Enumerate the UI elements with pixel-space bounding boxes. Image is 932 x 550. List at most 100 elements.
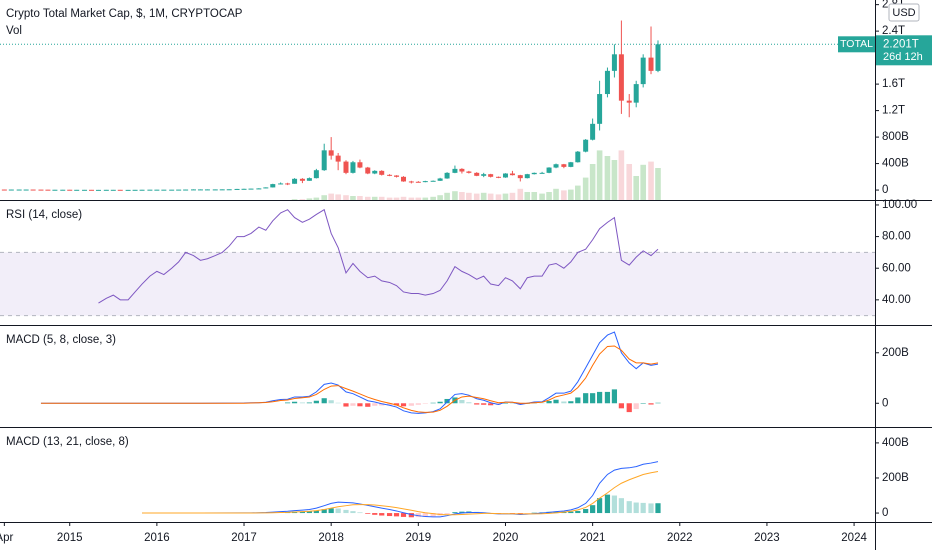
volume-bar	[328, 193, 334, 200]
candle-body	[234, 188, 240, 190]
candle-body	[321, 150, 327, 171]
histogram-bar	[415, 403, 421, 405]
histogram-bar	[583, 393, 589, 404]
candle-body	[38, 189, 44, 191]
candle-body	[531, 172, 537, 175]
candle-body	[350, 162, 356, 173]
candle-body	[583, 139, 589, 152]
candle-body	[640, 57, 646, 85]
histogram-bar	[335, 402, 341, 404]
candle-body	[117, 189, 123, 191]
candle-body	[248, 188, 254, 190]
volume-bar	[350, 196, 356, 200]
x-tick-label: 2016	[144, 532, 170, 544]
volume-bar	[480, 192, 487, 200]
volume-bar	[313, 197, 320, 200]
pane-title: RSI (14, close)	[6, 209, 82, 221]
histogram-bar	[306, 402, 312, 404]
candle-body	[67, 189, 73, 191]
candle-body	[154, 189, 160, 191]
volume-bar	[495, 194, 502, 200]
x-tick-label: 2017	[231, 532, 257, 544]
histogram-bar	[321, 509, 327, 514]
candle-body	[52, 189, 58, 191]
volume-bar	[408, 197, 415, 200]
candle-body	[474, 172, 480, 176]
y-tick-label: 80.00	[882, 231, 911, 243]
histogram-bar	[575, 397, 581, 404]
candle-body	[16, 189, 22, 191]
volume-bar	[589, 164, 596, 200]
y-tick-label: 200B	[882, 347, 909, 359]
histogram-bar	[502, 403, 509, 404]
candle-body	[553, 164, 559, 168]
volume-bar	[604, 156, 611, 200]
volume-bar	[393, 197, 400, 200]
y-tick-label: 400B	[882, 158, 909, 170]
histogram-bar	[604, 494, 611, 514]
last-price-label: 2.201T	[883, 38, 919, 50]
volume-bar	[596, 150, 603, 200]
histogram-bar	[481, 403, 487, 405]
candle-body	[161, 189, 167, 191]
macd-line	[40, 331, 659, 414]
histogram-bar	[350, 403, 356, 406]
histogram-bar	[640, 502, 646, 514]
x-tick-label: 2018	[318, 532, 344, 544]
volume-bar	[648, 161, 654, 200]
candle-body	[524, 174, 530, 179]
histogram-bar	[590, 393, 596, 404]
volume-bar	[524, 192, 531, 200]
candle-body	[23, 189, 29, 191]
histogram-bar	[306, 511, 312, 514]
candle-body	[95, 189, 101, 191]
histogram-bar	[299, 511, 306, 514]
histogram-bar	[524, 513, 530, 514]
histogram-bar	[546, 400, 552, 404]
candle-body	[335, 155, 341, 162]
volume-bar	[487, 193, 494, 200]
histogram-bar	[633, 502, 639, 514]
candle-body	[626, 100, 632, 103]
y-tick-label: 40.00	[882, 294, 911, 306]
candle-body	[212, 189, 218, 191]
candle-body	[328, 150, 334, 156]
y-tick-label: 1.2T	[882, 105, 905, 117]
candle-body	[408, 181, 414, 183]
candle-body	[285, 183, 291, 185]
candle-body	[365, 167, 371, 174]
histogram-bar	[313, 510, 319, 514]
volume-bar	[626, 164, 633, 200]
candle-body	[110, 189, 116, 191]
candle-body	[278, 183, 284, 185]
candle-body	[430, 180, 436, 182]
candle-body	[103, 189, 109, 191]
volume-bar	[502, 193, 509, 200]
volume-bar	[430, 196, 436, 200]
histogram-bar	[597, 391, 603, 404]
histogram-bar	[459, 399, 465, 404]
pane-title: MACD (13, 21, close, 8)	[6, 436, 129, 448]
volume-label: Vol	[6, 25, 22, 37]
volume-bar	[553, 188, 559, 200]
volume-bar	[633, 176, 640, 200]
candle-body	[357, 162, 363, 168]
candle-body	[546, 167, 552, 173]
currency-label: USD	[892, 7, 915, 19]
volume-bar	[459, 192, 465, 200]
volume-bar	[655, 168, 661, 200]
volume-bar	[611, 160, 618, 200]
candle-body	[648, 57, 654, 71]
y-tick-label: 1.6T	[882, 78, 905, 90]
candle-body	[256, 188, 262, 190]
candle-body	[655, 44, 661, 71]
candle-body	[306, 178, 312, 181]
symbol-label: TOTAL	[840, 38, 873, 50]
candle-body	[263, 187, 269, 189]
volume-bar	[509, 192, 516, 200]
histogram-bar	[386, 403, 393, 406]
volume-bar	[335, 194, 341, 200]
volume-bar	[321, 195, 328, 200]
